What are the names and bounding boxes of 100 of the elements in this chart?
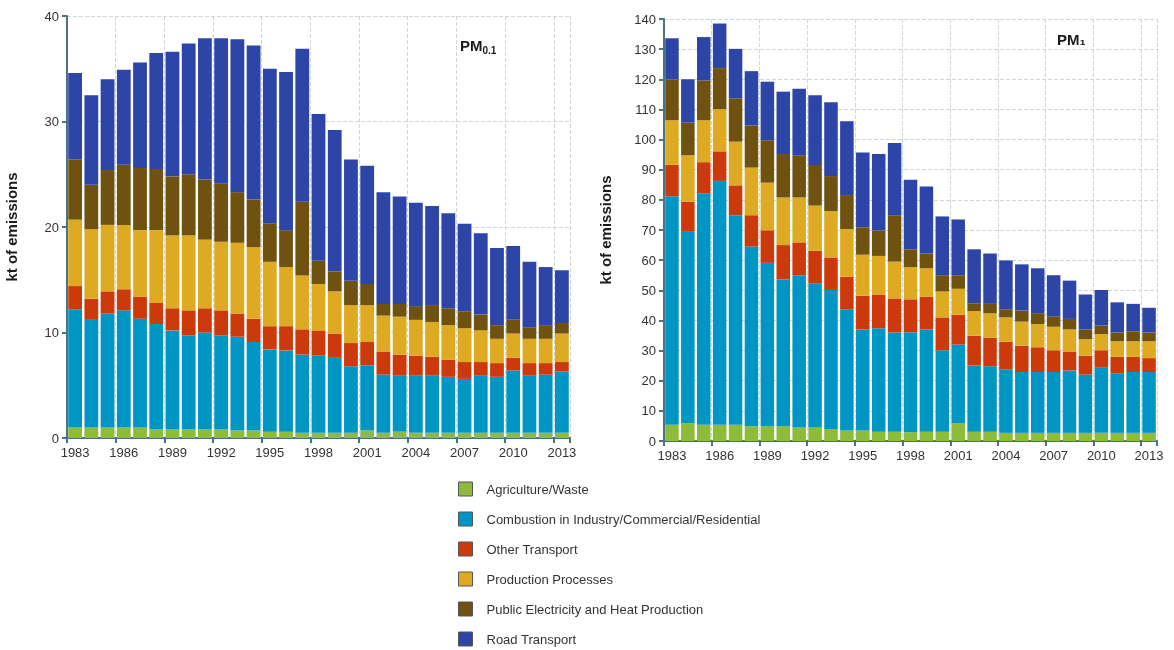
bar — [408, 432, 423, 438]
bar — [840, 195, 854, 230]
bar — [133, 230, 147, 297]
x-tick-label: 1992 — [800, 448, 830, 463]
bar — [792, 155, 806, 198]
bar — [983, 337, 997, 367]
bar — [327, 129, 342, 272]
bar — [681, 231, 695, 424]
bar — [279, 350, 293, 432]
bar — [840, 276, 854, 310]
legend-label: Road Transport — [486, 631, 577, 647]
bar — [506, 432, 521, 438]
bar — [983, 366, 997, 432]
x-tick-label: 2010 — [498, 445, 528, 460]
bar — [68, 72, 83, 160]
bar — [967, 249, 981, 304]
bar — [999, 309, 1013, 318]
bar — [149, 324, 164, 430]
bar — [425, 305, 439, 322]
bar — [100, 291, 115, 314]
bar — [760, 262, 775, 427]
bar — [856, 329, 870, 431]
bar — [230, 192, 245, 243]
bar — [360, 365, 375, 431]
bar — [230, 39, 245, 193]
bar — [744, 215, 759, 247]
bar — [824, 289, 838, 429]
bar — [983, 431, 997, 441]
bar — [392, 304, 407, 317]
bar — [1094, 333, 1109, 351]
bar — [376, 374, 391, 433]
bar — [457, 328, 472, 363]
bar — [712, 180, 727, 425]
bar — [1094, 325, 1109, 334]
bar — [903, 332, 918, 433]
bar — [441, 325, 456, 360]
bar — [967, 335, 981, 366]
bar — [728, 98, 743, 142]
bar — [181, 174, 196, 236]
bar — [441, 213, 456, 309]
bar — [1046, 371, 1061, 433]
bar — [681, 423, 695, 441]
bar — [246, 318, 261, 342]
bar — [230, 336, 245, 431]
bar — [1062, 329, 1077, 352]
bar — [919, 186, 934, 254]
bar — [681, 155, 695, 202]
bar — [665, 164, 679, 197]
x-tick-label: 2004 — [991, 448, 1021, 463]
bar — [1046, 275, 1061, 317]
bar — [538, 267, 553, 326]
bar — [392, 196, 407, 305]
bar — [856, 152, 870, 228]
bar — [792, 242, 806, 276]
bar — [327, 432, 342, 438]
bar — [935, 350, 950, 432]
bar — [408, 202, 423, 307]
bar — [408, 375, 423, 433]
bar — [744, 426, 759, 441]
bar — [697, 193, 711, 425]
bar — [344, 280, 358, 306]
bar — [983, 313, 997, 338]
bar — [473, 432, 488, 438]
legend-label: Other Transport — [486, 541, 578, 557]
bar — [554, 270, 569, 324]
bar — [84, 184, 99, 230]
bar — [1078, 339, 1093, 356]
bar — [100, 79, 115, 171]
bar — [149, 168, 164, 231]
bar — [808, 205, 822, 251]
bar — [295, 48, 310, 202]
y-tick-label: 30 — [44, 114, 59, 129]
bar — [871, 328, 886, 432]
bar — [1126, 331, 1140, 342]
bar — [425, 375, 439, 433]
bar — [554, 432, 569, 438]
legend-label: Agriculture/Waste — [486, 481, 589, 497]
legend-label: Combustion in Industry/Commercial/Residential — [486, 511, 761, 527]
bar — [681, 122, 695, 156]
bar — [840, 229, 854, 277]
bar — [728, 185, 743, 216]
bar — [392, 316, 407, 355]
bar — [951, 344, 965, 424]
bar — [903, 179, 918, 250]
bar — [311, 260, 326, 284]
bar — [744, 167, 759, 216]
bar — [214, 429, 229, 438]
y-tick-label: 10 — [641, 403, 656, 419]
bar — [116, 164, 131, 225]
bar — [198, 332, 212, 430]
bar — [728, 48, 743, 99]
bar — [808, 250, 822, 284]
bar — [133, 62, 147, 168]
bar — [744, 246, 759, 427]
bar — [1078, 374, 1093, 433]
y-tick-label: 70 — [641, 222, 656, 238]
bar — [198, 429, 212, 438]
bar — [951, 423, 965, 441]
bar — [760, 230, 775, 263]
y-tick-label: 100 — [634, 132, 656, 148]
